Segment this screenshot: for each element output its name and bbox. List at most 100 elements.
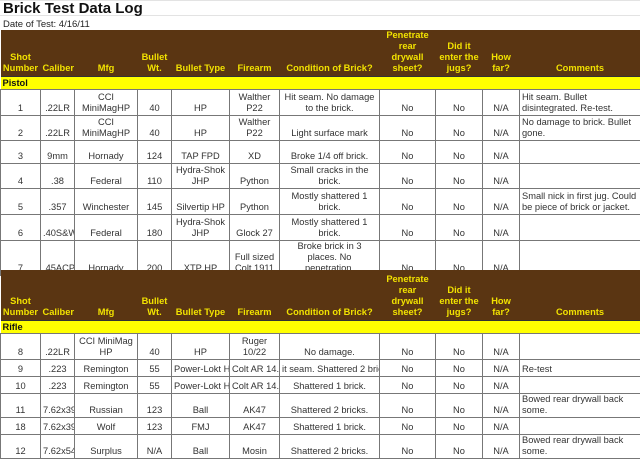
cell[interactable]: 40	[138, 333, 172, 359]
cell[interactable]: Mostly shattered 1 brick.	[280, 215, 380, 241]
cell[interactable]: Power-Lokt HP	[172, 376, 230, 393]
cell[interactable]: it seam. Shattered 2 bricks	[280, 359, 380, 376]
cell[interactable]: N/A	[483, 215, 520, 241]
cell[interactable]: 123	[138, 417, 172, 434]
cell[interactable]: CCI MiniMag HP	[75, 333, 138, 359]
cell[interactable]: Federal	[75, 164, 138, 189]
cell[interactable]: Small cracks in the brick.	[280, 164, 380, 189]
column-header[interactable]: Firearm	[230, 30, 280, 77]
column-header[interactable]: Condition of Brick?	[280, 270, 380, 320]
cell[interactable]: No	[436, 164, 483, 189]
cell[interactable]: 18	[1, 417, 41, 434]
cell[interactable]: No	[436, 141, 483, 164]
cell[interactable]: 7.62x39	[41, 417, 75, 434]
cell[interactable]: 12	[1, 434, 41, 458]
cell[interactable]: No damage.	[280, 333, 380, 359]
cell[interactable]: AK47	[230, 393, 280, 417]
cell[interactable]: Light surface mark	[280, 116, 380, 141]
column-header[interactable]: Caliber	[41, 30, 75, 77]
cell[interactable]: 4	[1, 164, 41, 189]
cell[interactable]: .22LR	[41, 90, 75, 116]
cell[interactable]: Mosin	[230, 434, 280, 458]
cell[interactable]: Bowed rear drywall back some.	[520, 393, 640, 417]
cell[interactable]: CCI MiniMagHP	[75, 90, 138, 116]
cell[interactable]: N/A	[483, 141, 520, 164]
cell[interactable]: Broke 1/4 off brick.	[280, 141, 380, 164]
cell[interactable]: Silvertip HP	[172, 189, 230, 215]
cell[interactable]: No	[436, 376, 483, 393]
cell[interactable]: Remington	[75, 359, 138, 376]
cell[interactable]: No	[436, 417, 483, 434]
cell[interactable]: 40	[138, 116, 172, 141]
cell[interactable]: Hydra-Shok JHP	[172, 215, 230, 241]
cell[interactable]: N/A	[483, 164, 520, 189]
cell[interactable]: Shattered 1 brick.	[280, 376, 380, 393]
cell[interactable]: 124	[138, 141, 172, 164]
cell[interactable]: .22LR	[41, 333, 75, 359]
cell[interactable]: FMJ	[172, 417, 230, 434]
cell[interactable]: N/A	[483, 359, 520, 376]
cell[interactable]: 180	[138, 215, 172, 241]
cell[interactable]: Hit seam. No damage to the brick.	[280, 90, 380, 116]
cell[interactable]: N/A	[138, 434, 172, 458]
cell[interactable]: No	[380, 189, 436, 215]
column-header[interactable]: Penetrate rear drywall sheet?	[380, 270, 436, 320]
cell[interactable]	[520, 333, 640, 359]
cell[interactable]: No	[436, 359, 483, 376]
cell[interactable]: 2	[1, 116, 41, 141]
column-header[interactable]: How far?	[483, 30, 520, 77]
column-header[interactable]: How far?	[483, 270, 520, 320]
cell[interactable]: Glock 27	[230, 215, 280, 241]
cell[interactable]: 40	[138, 90, 172, 116]
cell[interactable]: No	[436, 189, 483, 215]
cell[interactable]: Mostly shattered 1 brick.	[280, 189, 380, 215]
cell[interactable]: Hornady	[75, 141, 138, 164]
cell[interactable]	[520, 417, 640, 434]
cell[interactable]: Bowed rear drywall back some.	[520, 434, 640, 458]
cell[interactable]: Small nick in first jug. Could be piece …	[520, 189, 640, 215]
cell[interactable]: No	[380, 141, 436, 164]
cell[interactable]: No	[380, 90, 436, 116]
cell[interactable]: 110	[138, 164, 172, 189]
cell[interactable]: No	[380, 376, 436, 393]
cell[interactable]: Hydra-Shok JHP	[172, 164, 230, 189]
column-header[interactable]: Comments	[520, 270, 640, 320]
cell[interactable]: Wolf	[75, 417, 138, 434]
cell[interactable]: .357	[41, 189, 75, 215]
column-header[interactable]: Comments	[520, 30, 640, 77]
cell[interactable]: 9	[1, 359, 41, 376]
cell[interactable]: No	[436, 393, 483, 417]
cell[interactable]: No	[380, 164, 436, 189]
cell[interactable]: No	[380, 393, 436, 417]
cell[interactable]: 11	[1, 393, 41, 417]
cell[interactable]: Walther P22	[230, 90, 280, 116]
cell[interactable]: Ruger 10/22	[230, 333, 280, 359]
cell[interactable]: No	[436, 116, 483, 141]
cell[interactable]: N/A	[483, 417, 520, 434]
column-header[interactable]: Did it enter the jugs?	[436, 270, 483, 320]
cell[interactable]: Ball	[172, 434, 230, 458]
cell[interactable]: Re-test	[520, 359, 640, 376]
cell[interactable]: 9mm	[41, 141, 75, 164]
cell[interactable]	[520, 141, 640, 164]
cell[interactable]: N/A	[483, 90, 520, 116]
cell[interactable]: 145	[138, 189, 172, 215]
cell[interactable]: 123	[138, 393, 172, 417]
cell[interactable]: 10	[1, 376, 41, 393]
cell[interactable]: Federal	[75, 215, 138, 241]
column-header[interactable]: Penetrate rear drywall sheet?	[380, 30, 436, 77]
column-header[interactable]: Mfg	[75, 270, 138, 320]
cell[interactable]	[520, 164, 640, 189]
cell[interactable]: XD	[230, 141, 280, 164]
cell[interactable]: CCI MiniMagHP	[75, 116, 138, 141]
cell[interactable]: Ball	[172, 393, 230, 417]
cell[interactable]: N/A	[483, 393, 520, 417]
cell[interactable]: N/A	[483, 189, 520, 215]
cell[interactable]: No	[380, 215, 436, 241]
cell[interactable]: Winchester	[75, 189, 138, 215]
cell[interactable]: Remington	[75, 376, 138, 393]
cell[interactable]: Power-Lokt HP	[172, 359, 230, 376]
cell[interactable]: No	[380, 333, 436, 359]
cell[interactable]: HP	[172, 333, 230, 359]
column-header[interactable]: Bullet Wt.	[138, 30, 172, 77]
